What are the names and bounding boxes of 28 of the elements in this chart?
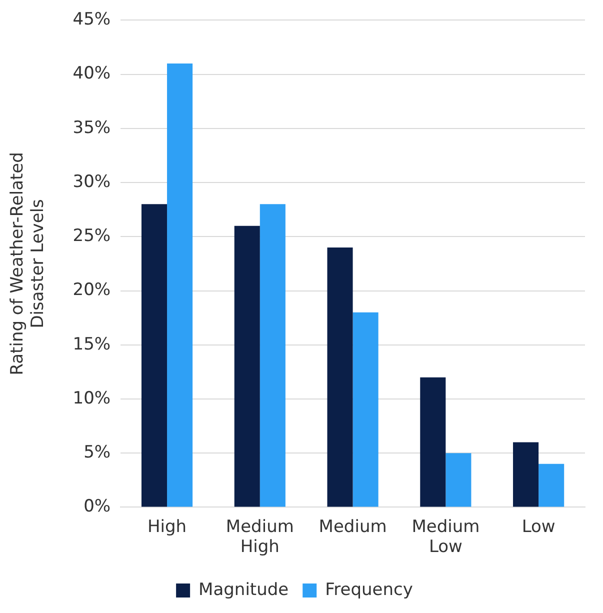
x-tick-label: High [147, 516, 187, 537]
bar [234, 226, 260, 507]
y-tick-label: 40% [72, 64, 111, 84]
bar [446, 453, 472, 507]
x-tick-label: Medium Low [412, 516, 480, 558]
bar [327, 247, 353, 507]
y-tick-label: 15% [72, 334, 111, 354]
bar [352, 312, 378, 507]
y-tick-label: 10% [72, 388, 111, 408]
y-axis-title: Rating of Weather-Related Disaster Levels [8, 152, 48, 376]
x-tick-label: Medium High [226, 516, 294, 558]
bar [141, 204, 168, 507]
y-tick-label: 35% [72, 118, 111, 138]
legend-label: Magnitude [198, 580, 289, 600]
y-tick-label: 0% [84, 496, 111, 517]
y-tick-label: 30% [72, 172, 111, 192]
bar [513, 442, 539, 507]
y-tick-label: 25% [72, 226, 111, 246]
bar [167, 63, 193, 507]
x-tick-label: Medium [318, 516, 387, 537]
y-tick-label: 45% [72, 10, 111, 30]
bar [538, 464, 564, 507]
bar [420, 377, 446, 507]
y-tick-label: 20% [72, 280, 111, 300]
x-tick-label: Low [522, 516, 556, 537]
bar [260, 204, 286, 507]
y-tick-label: 5% [84, 442, 111, 463]
legend-label: Frequency [325, 580, 413, 600]
